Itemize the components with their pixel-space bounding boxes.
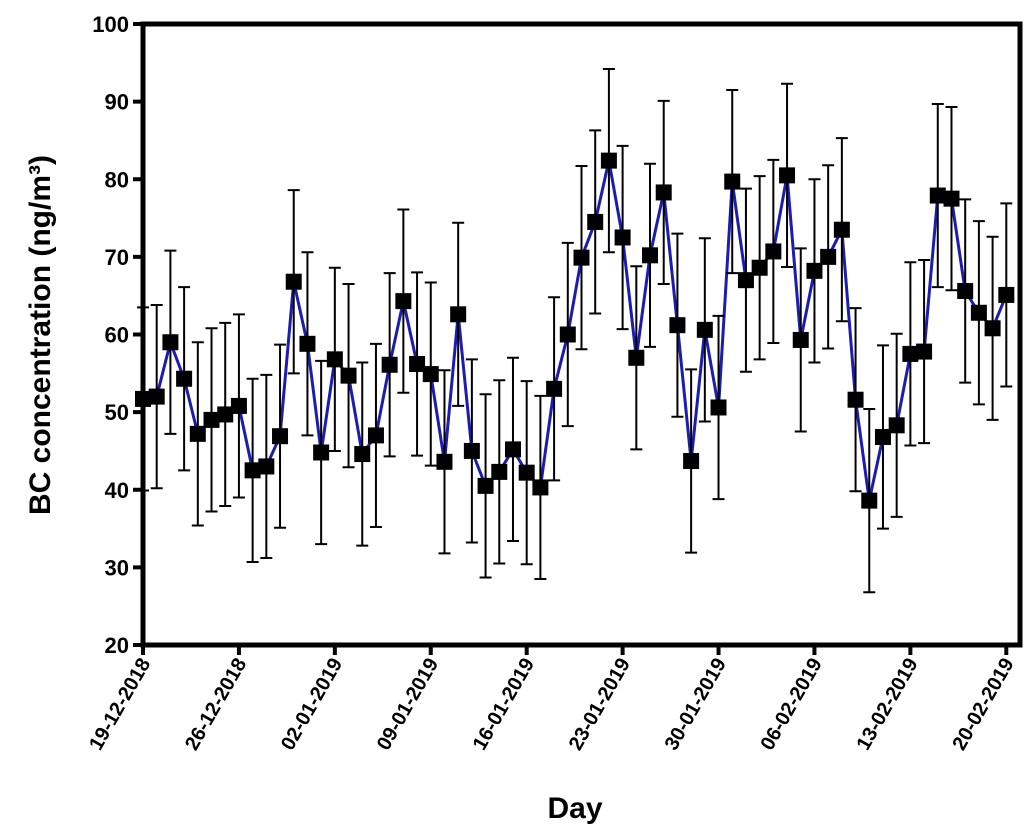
marker xyxy=(546,380,563,397)
marker xyxy=(518,464,535,481)
marker xyxy=(313,444,330,461)
marker xyxy=(970,304,987,321)
y-axis-title: BC concentration (ng/m³) xyxy=(24,155,57,515)
marker xyxy=(299,335,316,352)
marker xyxy=(381,356,398,373)
y-tick-label: 100 xyxy=(92,12,129,37)
marker xyxy=(409,355,426,372)
marker xyxy=(916,343,933,360)
marker xyxy=(189,425,206,442)
marker xyxy=(943,190,960,207)
x-tick-label: 26-12-2018 xyxy=(181,655,251,755)
y-tick-label: 50 xyxy=(105,400,129,425)
marker xyxy=(984,320,1001,337)
marker xyxy=(806,262,823,279)
marker xyxy=(436,453,453,470)
marker xyxy=(258,458,275,475)
marker xyxy=(779,167,796,184)
y-tick-label: 80 xyxy=(105,167,129,192)
marker xyxy=(957,283,974,300)
marker xyxy=(792,331,809,348)
series-line xyxy=(142,160,1008,501)
marker xyxy=(272,428,289,445)
marker xyxy=(340,367,357,384)
marker xyxy=(354,446,371,463)
marker xyxy=(820,248,837,265)
y-tick-label: 60 xyxy=(105,323,129,348)
y-tick-label: 70 xyxy=(105,245,129,270)
marker xyxy=(244,462,261,479)
marker xyxy=(696,321,713,338)
marker xyxy=(998,286,1015,303)
marker xyxy=(614,229,631,246)
marker xyxy=(888,417,905,434)
marker xyxy=(765,243,782,260)
marker xyxy=(148,388,165,405)
marker xyxy=(162,334,179,351)
marker xyxy=(395,293,412,310)
marker xyxy=(203,411,220,428)
marker xyxy=(504,441,521,458)
marker xyxy=(491,463,508,480)
marker xyxy=(285,273,302,290)
marker xyxy=(737,272,754,289)
x-tick-label: 09-01-2019 xyxy=(373,655,443,755)
marker xyxy=(847,391,864,408)
marker xyxy=(724,173,741,190)
x-tick-label: 06-02-2019 xyxy=(757,655,827,755)
y-tick-label: 40 xyxy=(105,478,129,503)
y-tick-label: 90 xyxy=(105,90,129,115)
marker xyxy=(710,399,727,416)
marker xyxy=(573,249,590,266)
x-tick-label: 30-01-2019 xyxy=(661,655,731,755)
marker xyxy=(135,390,151,407)
y-tick-label: 20 xyxy=(105,633,129,658)
marker xyxy=(367,427,384,444)
marker xyxy=(532,479,549,496)
marker xyxy=(230,397,247,414)
marker xyxy=(463,442,480,459)
marker xyxy=(326,351,343,368)
marker xyxy=(683,453,700,470)
x-tick-label: 16-01-2019 xyxy=(469,655,539,755)
x-tick-label: 13-02-2019 xyxy=(852,655,922,755)
marker xyxy=(477,477,494,494)
marker xyxy=(217,406,234,423)
marker xyxy=(751,259,768,276)
marker xyxy=(176,370,193,387)
marker xyxy=(559,326,576,343)
marker xyxy=(587,213,604,230)
y-tick-label: 30 xyxy=(105,555,129,580)
marker xyxy=(642,247,659,264)
x-tick-label: 02-01-2019 xyxy=(277,655,347,755)
marker xyxy=(902,345,919,362)
marker xyxy=(600,152,617,169)
marker xyxy=(628,349,645,366)
x-tick-label: 23-01-2019 xyxy=(565,655,635,755)
marker xyxy=(669,317,686,334)
x-tick-label: 19-12-2018 xyxy=(85,655,155,755)
x-tick-label: 20-02-2019 xyxy=(948,655,1018,755)
marker xyxy=(655,184,672,201)
marker xyxy=(861,492,878,509)
marker xyxy=(929,187,946,204)
marker xyxy=(833,221,850,238)
x-axis-title: Day xyxy=(547,792,602,825)
marker xyxy=(450,306,467,323)
marker xyxy=(422,366,439,383)
marker xyxy=(874,428,891,445)
